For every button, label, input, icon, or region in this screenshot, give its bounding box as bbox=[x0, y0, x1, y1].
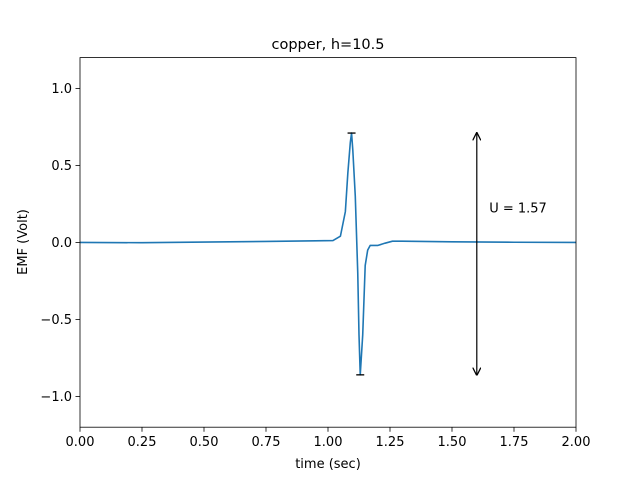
x-tick-label: 0.75 bbox=[252, 435, 281, 450]
x-tick-label: 1.75 bbox=[500, 435, 529, 450]
x-tick-label: 0.25 bbox=[128, 435, 157, 450]
amplitude-label: U = 1.57 bbox=[489, 202, 547, 217]
y-axis: −1.0 −0.5 0.0 0.5 1.0 bbox=[40, 82, 80, 405]
y-tick-label: −0.5 bbox=[40, 313, 72, 328]
y-axis-label: EMF (Volt) bbox=[16, 209, 31, 275]
x-axis-label: time (sec) bbox=[295, 457, 361, 472]
y-tick-label: 0.5 bbox=[51, 159, 72, 174]
y-tick-label: −1.0 bbox=[40, 390, 72, 405]
markers-layer bbox=[347, 132, 365, 376]
x-tick-label: 1.25 bbox=[376, 435, 405, 450]
x-tick-label: 1.00 bbox=[314, 435, 343, 450]
annotation-layer: U = 1.57 bbox=[477, 133, 547, 375]
chart-title: copper, h=10.5 bbox=[272, 37, 385, 53]
x-tick-label: 1.50 bbox=[438, 435, 467, 450]
x-tick-label: 0.50 bbox=[190, 435, 219, 450]
x-tick-label: 2.00 bbox=[562, 435, 591, 450]
y-tick-label: 0.0 bbox=[51, 236, 72, 251]
x-axis: 0.00 0.25 0.50 0.75 1.00 1.25 1.50 1.75 2.00 bbox=[66, 427, 591, 450]
x-tick-label: 0.00 bbox=[66, 435, 95, 450]
series-layer bbox=[79, 132, 577, 376]
series-line-0 bbox=[79, 132, 577, 376]
y-tick-label: 1.0 bbox=[51, 82, 72, 97]
